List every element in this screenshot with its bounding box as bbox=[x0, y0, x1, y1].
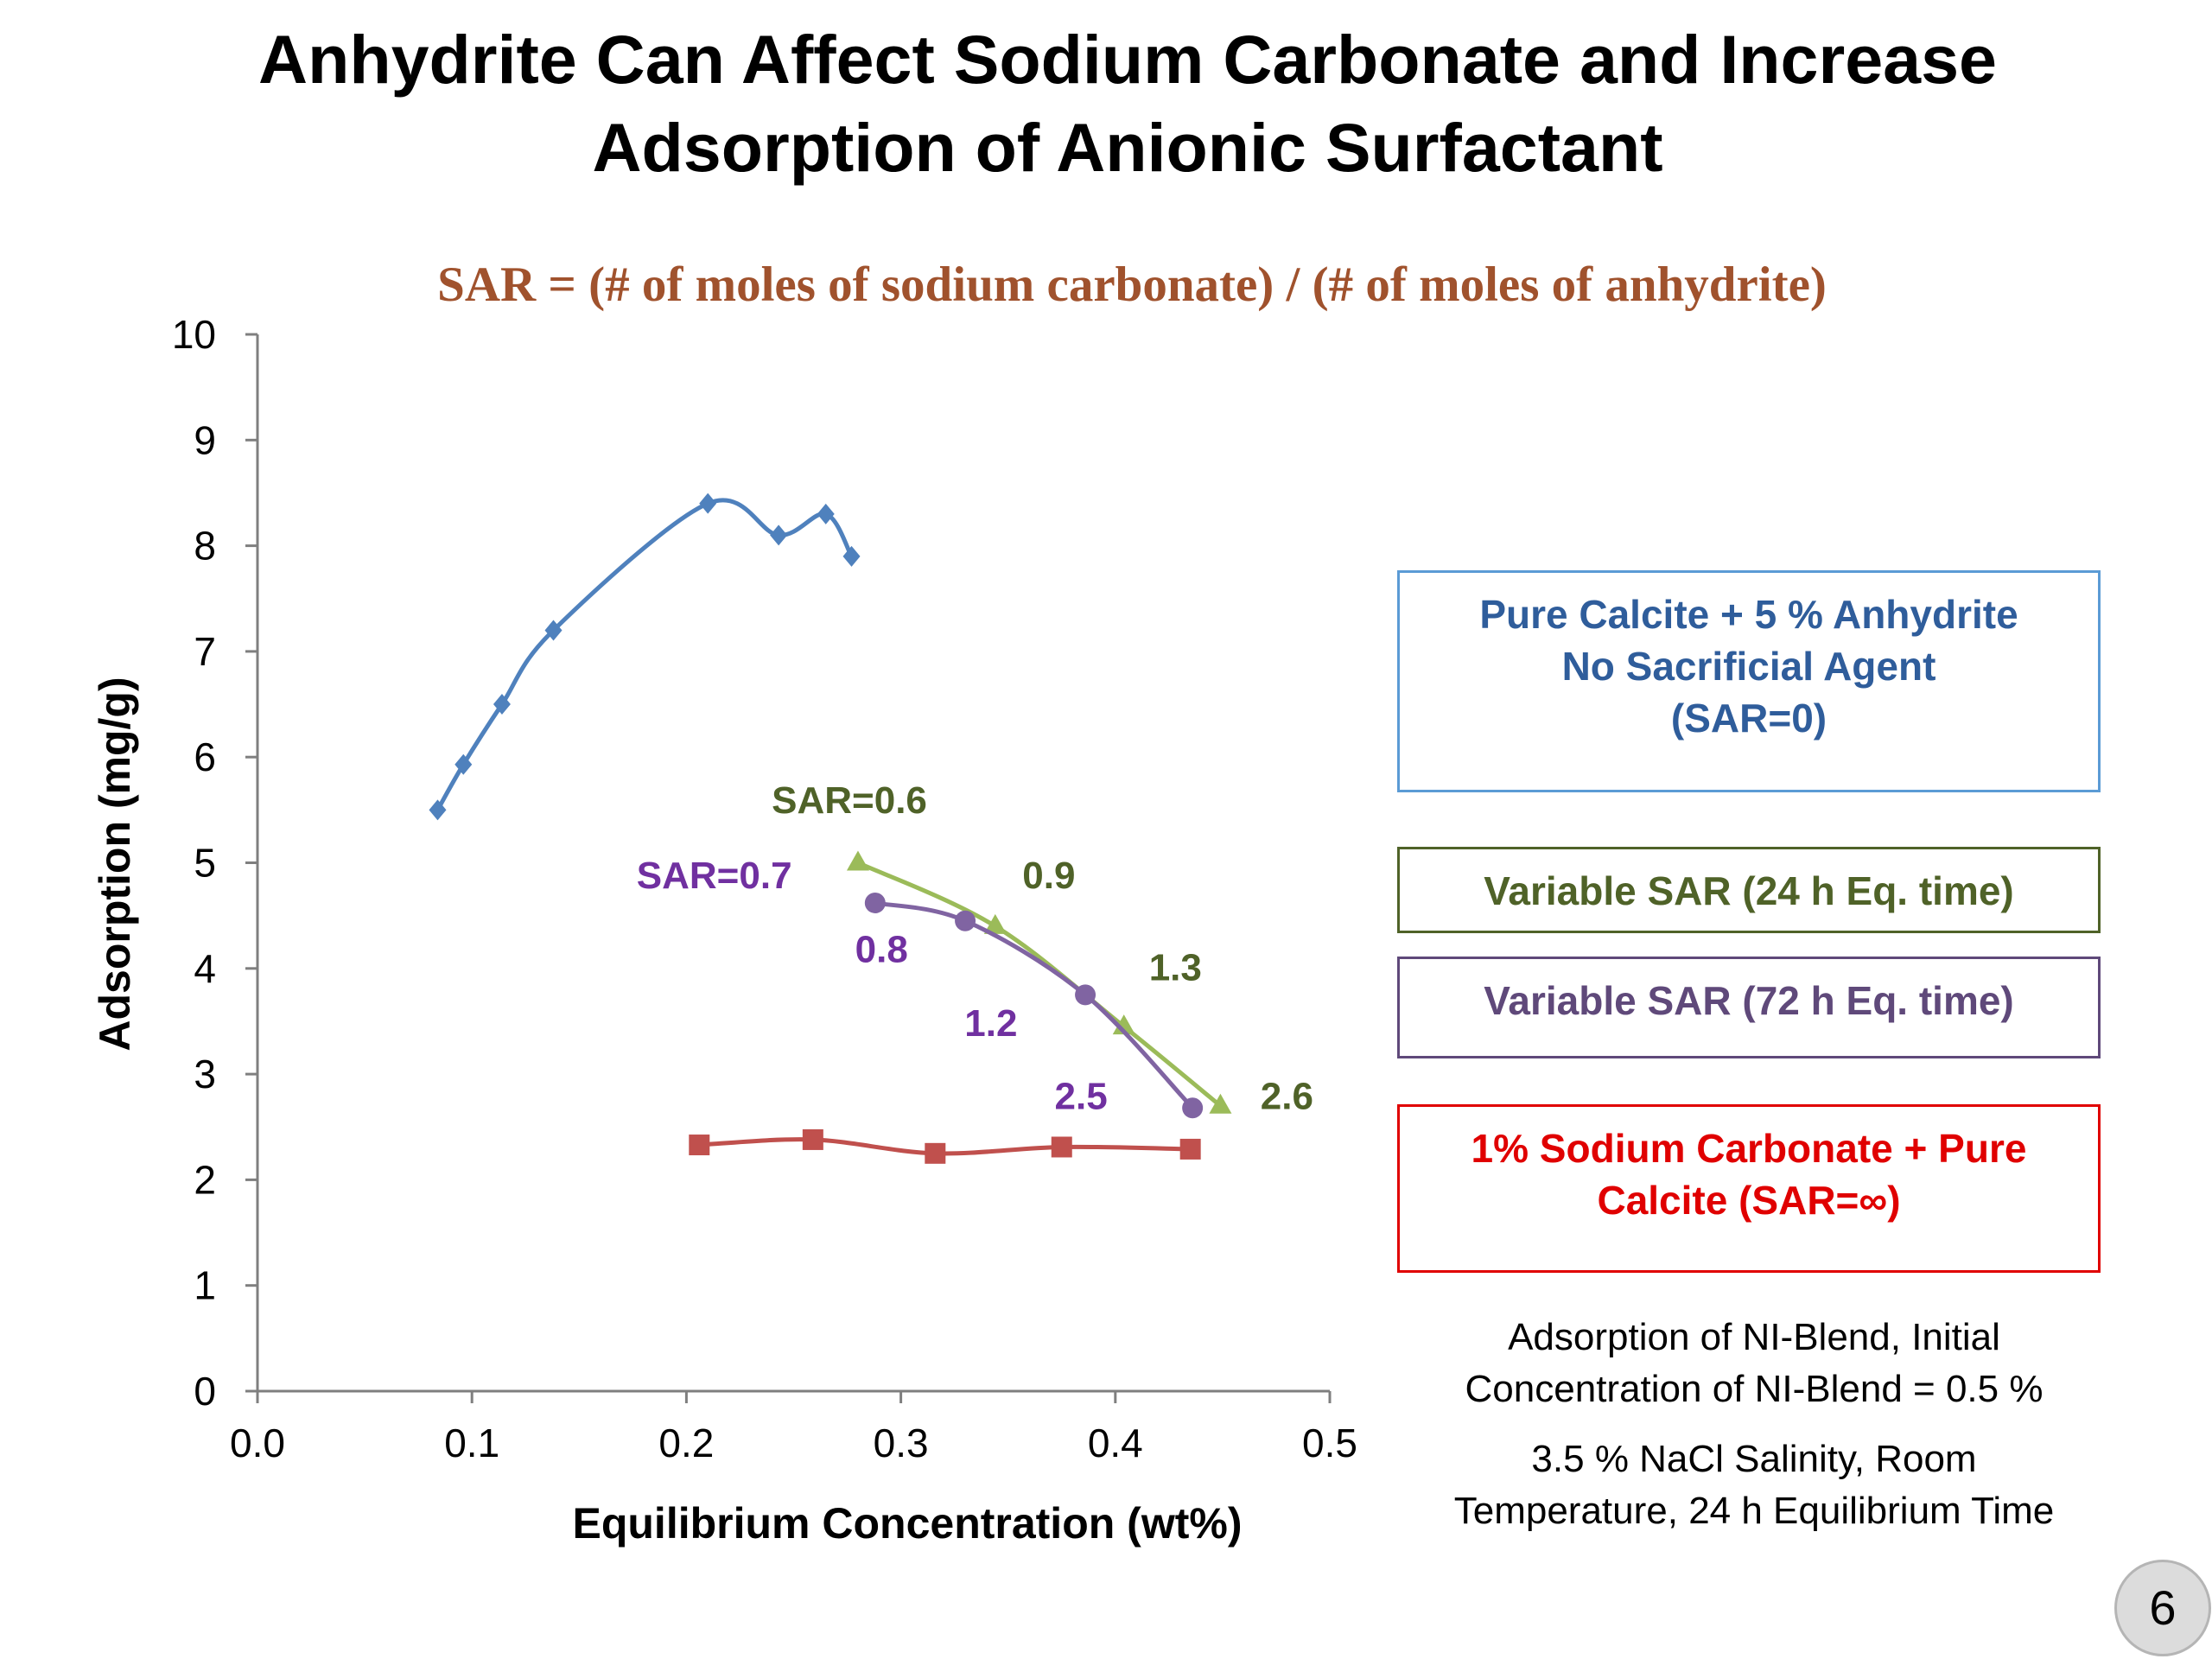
data-point-circle bbox=[1075, 984, 1096, 1006]
series-line-sar0 bbox=[435, 498, 854, 811]
x-tick-label: 0.2 bbox=[658, 1421, 714, 1465]
series-line-variable-sar-72h bbox=[874, 900, 1194, 1109]
x-tick-label: 0.3 bbox=[874, 1421, 929, 1465]
legend-0-line-3: (SAR=0) bbox=[1670, 696, 1827, 741]
x-axis-title: Equilibrium Concentration (wt%) bbox=[573, 1499, 1243, 1548]
legend-box-variable-sar-24h: Variable SAR (24 h Eq. time) bbox=[1397, 847, 2101, 933]
data-label: 0.9 bbox=[1022, 855, 1075, 897]
title-line-1: Anhydrite Can Affect Sodium Carbonate an… bbox=[258, 21, 1997, 98]
series-variable-sar-72h bbox=[864, 892, 1204, 1119]
slide-title: Anhydrite Can Affect Sodium Carbonate an… bbox=[0, 16, 2212, 192]
title-line-2: Adsorption of Anionic Surfactant bbox=[592, 109, 1663, 186]
data-label: 1.3 bbox=[1149, 946, 1202, 988]
data-point-diamond bbox=[817, 503, 835, 524]
data-label: 2.5 bbox=[1055, 1075, 1108, 1117]
data-point-square bbox=[925, 1142, 946, 1164]
x-tick-label: 0.0 bbox=[230, 1421, 285, 1465]
y-tick-label: 4 bbox=[194, 946, 216, 991]
note-2-line-1: 3.5 % NaCl Salinity, Room bbox=[1531, 1438, 1977, 1480]
series-sar-infinity bbox=[689, 1128, 1201, 1164]
data-point-diamond bbox=[544, 620, 563, 641]
data-point-diamond bbox=[493, 694, 511, 715]
y-tick-label: 6 bbox=[194, 734, 216, 779]
axes: 0 1 2 3 4 5 6 7 8 9 10 0.0 0.1 0.2 0.3 0.4 0.5 bbox=[172, 312, 1357, 1465]
series-sar0 bbox=[429, 493, 861, 821]
data-point-diamond bbox=[454, 753, 473, 775]
y-tick-label: 9 bbox=[194, 417, 216, 462]
note-1-line-2: Concentration of NI-Blend = 0.5 % bbox=[1465, 1368, 2044, 1410]
data-point-diamond bbox=[429, 799, 447, 821]
data-point-square bbox=[802, 1128, 823, 1150]
data-point-diamond bbox=[770, 524, 788, 546]
y-tick-label: 1 bbox=[194, 1263, 216, 1308]
note-adsorption-conditions: Adsorption of NI-Blend, Initial Concentr… bbox=[1348, 1312, 2160, 1415]
data-point-diamond bbox=[842, 545, 861, 567]
data-label: SAR=0.7 bbox=[637, 855, 792, 897]
y-tick-label: 7 bbox=[194, 629, 216, 674]
data-point-triangle bbox=[1112, 1014, 1135, 1035]
note-salinity-conditions: 3.5 % NaCl Salinity, Room Temperature, 2… bbox=[1348, 1433, 2160, 1537]
legend-box-sodium-carbonate: 1% Sodium Carbonate + Pure Calcite (SAR=… bbox=[1397, 1104, 2101, 1273]
legend-0-line-2: No Sacrificial Agent bbox=[1561, 644, 1936, 689]
data-point-square bbox=[689, 1135, 710, 1156]
data-point-square bbox=[1179, 1138, 1201, 1160]
x-tick-label: 0.1 bbox=[444, 1421, 499, 1465]
legend-3-line-2: Calcite (SAR=∞) bbox=[1597, 1178, 1901, 1223]
data-point-circle bbox=[1182, 1097, 1204, 1119]
chart-subtitle: SAR = (# of moles of sodium carbonate) /… bbox=[437, 257, 1827, 312]
legend-3-line-1: 1% Sodium Carbonate + Pure bbox=[1471, 1126, 2027, 1171]
data-point-triangle bbox=[846, 850, 869, 871]
x-tick-label: 0.4 bbox=[1088, 1421, 1143, 1465]
data-point-circle bbox=[955, 910, 976, 931]
legend-2-line-1: Variable SAR (72 h Eq. time) bbox=[1484, 978, 2014, 1023]
x-tick-label: 0.5 bbox=[1302, 1421, 1357, 1465]
y-tick-label: 0 bbox=[194, 1369, 216, 1414]
data-point-square bbox=[1051, 1136, 1072, 1158]
legend-box-pure-calcite-anhydrite: Pure Calcite + 5 % Anhydrite No Sacrific… bbox=[1397, 570, 2101, 792]
data-point-circle bbox=[864, 892, 886, 913]
data-point-triangle bbox=[1209, 1093, 1232, 1114]
y-tick-label: 5 bbox=[194, 841, 216, 886]
note-2-line-2: Temperature, 24 h Equilibrium Time bbox=[1453, 1490, 2055, 1532]
data-point-triangle bbox=[983, 913, 1007, 934]
note-1-line-1: Adsorption of NI-Blend, Initial bbox=[1508, 1316, 2000, 1358]
y-tick-label: 2 bbox=[194, 1157, 216, 1202]
data-label: 1.2 bbox=[964, 1002, 1017, 1045]
data-point-diamond bbox=[699, 493, 717, 514]
y-tick-label: 10 bbox=[172, 312, 216, 357]
legend-box-variable-sar-72h: Variable SAR (72 h Eq. time) bbox=[1397, 957, 2101, 1058]
legend-1-line-1: Variable SAR (24 h Eq. time) bbox=[1484, 868, 2014, 913]
data-label: SAR=0.6 bbox=[772, 779, 927, 822]
data-label: 2.6 bbox=[1261, 1075, 1313, 1117]
y-tick-label: 3 bbox=[194, 1052, 216, 1096]
legend-0-line-1: Pure Calcite + 5 % Anhydrite bbox=[1479, 592, 2018, 637]
y-tick-label: 8 bbox=[194, 524, 216, 569]
annotation-layer: SAR=0.6 0.9 1.3 2.6 SAR=0.7 0.8 1.2 2.5 bbox=[637, 779, 1313, 1117]
y-axis-title: Adsorption (mg/g) bbox=[91, 677, 139, 1051]
page-number-badge: 6 bbox=[2114, 1560, 2211, 1656]
data-label: 0.8 bbox=[855, 928, 908, 970]
series-layer bbox=[429, 493, 1232, 1164]
